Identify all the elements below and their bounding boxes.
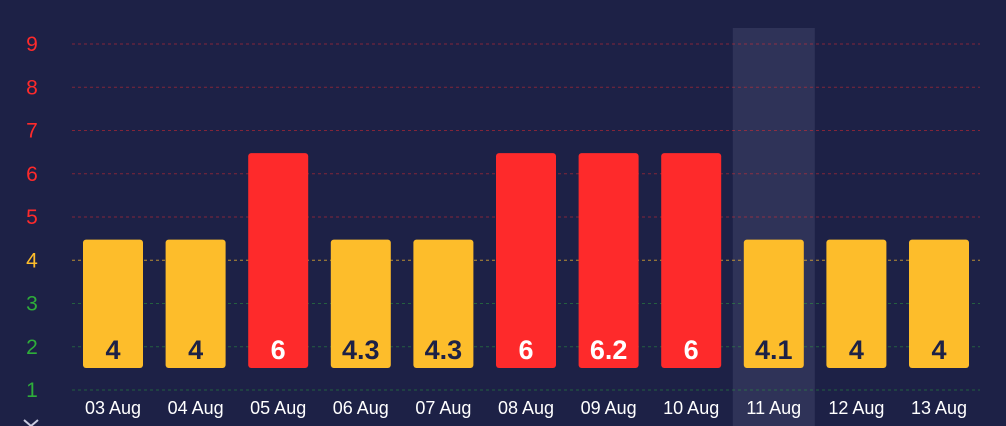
y-axis-ticks: 1 2 3 4 5 6 7 8 9 <box>26 33 38 402</box>
chevron-down-icon[interactable] <box>23 419 39 426</box>
y-tick-label: 3 <box>26 293 38 316</box>
bar[interactable] <box>909 239 969 368</box>
y-tick-label: 4 <box>26 249 38 272</box>
x-tick-label: 12 Aug <box>828 398 884 418</box>
bar[interactable] <box>248 153 309 368</box>
bar-value-labels: 4 4 6 4.3 4.3 6 6.2 6 4.1 4 4 <box>105 335 946 365</box>
x-tick-label: 09 Aug <box>581 398 637 418</box>
bars <box>83 153 969 368</box>
x-tick-label: 06 Aug <box>333 398 389 418</box>
bar[interactable] <box>496 153 556 368</box>
bar-value-label: 4 <box>849 335 864 365</box>
bar[interactable] <box>578 153 639 368</box>
x-tick-label: 07 Aug <box>415 398 471 418</box>
x-tick-label: 05 Aug <box>250 398 306 418</box>
y-tick-label: 5 <box>26 206 38 229</box>
x-tick-label: 10 Aug <box>663 398 719 418</box>
bar-value-label: 6 <box>684 335 699 365</box>
bar-value-label: 4 <box>105 335 120 365</box>
bar-value-label: 4 <box>931 335 946 365</box>
bar-value-label: 6 <box>518 335 533 365</box>
bar-value-label: 6 <box>271 335 286 365</box>
bar-value-label: 6.2 <box>590 335 628 365</box>
x-tick-label: 04 Aug <box>168 398 224 418</box>
bar[interactable] <box>743 239 804 368</box>
y-tick-label: 2 <box>26 336 38 359</box>
bar-value-label: 4 <box>188 335 203 365</box>
x-tick-label: 13 Aug <box>911 398 967 418</box>
bar[interactable] <box>165 239 226 368</box>
x-tick-label: 08 Aug <box>498 398 554 418</box>
bar[interactable] <box>83 239 143 368</box>
bar[interactable] <box>330 239 391 368</box>
y-tick-label: 1 <box>26 379 38 402</box>
bar[interactable] <box>826 239 887 368</box>
y-tick-label: 6 <box>26 163 38 186</box>
bar-value-label: 4.3 <box>425 335 463 365</box>
bar-value-label: 4.3 <box>342 335 380 365</box>
x-tick-label: 03 Aug <box>85 398 141 418</box>
y-tick-label: 7 <box>26 120 38 143</box>
bar[interactable] <box>661 153 722 368</box>
y-tick-label: 9 <box>26 33 38 56</box>
bar-value-label: 4.1 <box>755 335 793 365</box>
x-tick-label: 11 Aug <box>746 398 801 418</box>
x-axis-labels: 03 Aug 04 Aug 05 Aug 06 Aug 07 Aug 08 Aug 09 A… <box>85 398 967 418</box>
y-tick-label: 8 <box>26 76 38 99</box>
bar[interactable] <box>413 239 474 368</box>
